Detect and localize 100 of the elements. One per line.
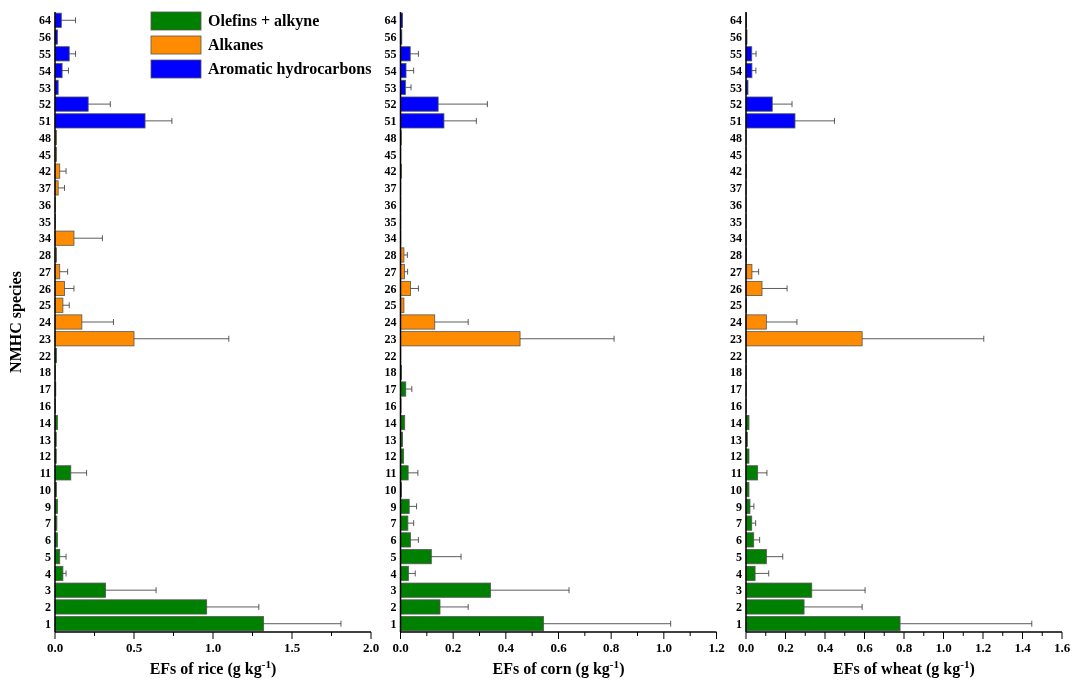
x-tick-label: 1.2	[708, 640, 725, 655]
y-tick-label: 11	[39, 466, 51, 481]
y-tick-label: 16	[730, 399, 742, 414]
x-axis-title: EFs of rice (g kg$^{-1}$)	[149, 658, 277, 678]
y-axis-title: NMHC species	[7, 271, 25, 373]
y-tick-label: 45	[384, 147, 397, 162]
x-tick-label: 0.8	[603, 640, 620, 655]
y-tick-label: 7	[45, 516, 51, 531]
y-tick-label: 1	[45, 616, 51, 631]
y-tick-label: 27	[39, 264, 51, 279]
y-tick-label: 14	[39, 415, 51, 430]
y-tick-label: 26	[39, 281, 51, 296]
y-tick-label: 4	[736, 566, 742, 581]
y-tick-label: 64	[730, 13, 742, 28]
y-tick-label: 55	[39, 47, 51, 62]
y-tick-label: 22	[730, 348, 742, 363]
x-tick-label: 1.4	[1014, 640, 1032, 655]
x-tick-label: 1.0	[204, 640, 222, 655]
y-tick-label: 18	[39, 365, 51, 380]
y-tick-label: 45	[39, 147, 51, 162]
y-tick-label: 22	[39, 348, 51, 363]
y-tick-label: 12	[730, 449, 742, 464]
x-tick-label: 0.0	[46, 640, 64, 655]
x-tick-label: 1.0	[935, 640, 952, 655]
y-tick-label: 35	[39, 214, 51, 229]
y-tick-label: 56	[730, 30, 742, 45]
y-tick-label: 24	[39, 315, 51, 330]
y-tick-label: 25	[730, 298, 742, 313]
y-tick-label: 2	[736, 600, 742, 615]
x-axis-title: EFs of wheat (g kg$^{-1}$)	[833, 658, 975, 678]
x-tick-label: 1.5	[283, 640, 301, 655]
y-tick-label: 23	[730, 331, 742, 346]
y-tick-label: 14	[730, 415, 742, 430]
y-tick-label: 26	[384, 281, 397, 296]
y-tick-label: 13	[39, 432, 51, 447]
y-tick-label: 36	[39, 197, 51, 212]
y-tick-label: 23	[384, 331, 397, 346]
y-tick-label: 5	[390, 549, 397, 564]
y-tick-label: 16	[384, 399, 397, 414]
y-tick-label: 48	[384, 130, 397, 145]
y-tick-label: 3	[45, 583, 51, 598]
y-tick-label: 27	[730, 264, 742, 279]
y-tick-label: 11	[385, 466, 397, 481]
y-tick-label: 56	[39, 30, 51, 45]
y-tick-label: 2	[390, 600, 397, 615]
x-tick-label: 0.6	[856, 640, 874, 655]
y-tick-label: 45	[730, 147, 742, 162]
y-tick-label: 7	[736, 516, 742, 531]
y-tick-label: 4	[45, 566, 51, 581]
y-tick-label: 36	[730, 197, 742, 212]
y-tick-label: 53	[39, 80, 51, 95]
y-tick-label: 18	[730, 365, 742, 380]
y-tick-label: 64	[39, 13, 51, 28]
x-tick-label: 2.0	[362, 640, 380, 655]
y-tick-label: 53	[730, 80, 742, 95]
y-tick-label: 1	[736, 616, 742, 631]
y-tick-label: 52	[39, 97, 51, 112]
y-tick-label: 6	[390, 533, 397, 548]
y-tick-label: 6	[736, 533, 742, 548]
y-tick-label: 55	[730, 47, 742, 62]
y-tick-label: 54	[384, 63, 397, 78]
y-tick-label: 42	[39, 164, 51, 179]
x-tick-label: 0.5	[125, 640, 143, 655]
y-tick-label: 9	[736, 499, 742, 514]
y-tick-label: 54	[39, 63, 51, 78]
y-tick-label: 16	[39, 399, 51, 414]
y-tick-label: 51	[384, 114, 397, 129]
x-tick-label: 0.0	[737, 640, 755, 655]
y-tick-label: 17	[384, 382, 397, 397]
y-tick-label: 24	[730, 315, 742, 330]
y-tick-label: 51	[39, 114, 51, 129]
y-tick-label: 12	[39, 449, 51, 464]
y-tick-label: 17	[730, 382, 742, 397]
y-tick-label: 48	[39, 130, 51, 145]
x-tick-label: 0.8	[895, 640, 913, 655]
y-tick-label: 53	[384, 80, 397, 95]
y-tick-label: 36	[384, 197, 397, 212]
x-tick-label: 0.2	[777, 640, 794, 655]
y-tick-label: 5	[736, 549, 742, 564]
y-tick-label: 11	[730, 466, 742, 481]
y-tick-label: 28	[730, 248, 742, 263]
y-tick-label: 23	[39, 331, 51, 346]
y-tick-label: 10	[384, 482, 397, 497]
y-tick-label: 28	[384, 248, 397, 263]
y-tick-label: 37	[730, 181, 742, 196]
y-tick-label: 34	[384, 231, 397, 246]
x-tick-label: 0.6	[550, 640, 568, 655]
y-tick-label: 1	[390, 616, 397, 631]
y-tick-label: 34	[39, 231, 51, 246]
y-tick-label: 54	[730, 63, 742, 78]
y-tick-label: 13	[384, 432, 397, 447]
x-tick-label: 0.4	[497, 640, 515, 655]
y-tick-label: 4	[390, 566, 397, 581]
x-tick-label: 0.2	[445, 640, 462, 655]
y-tick-label: 18	[384, 365, 397, 380]
y-tick-label: 24	[384, 315, 397, 330]
y-tick-label: 9	[45, 499, 51, 514]
y-tick-label: 25	[384, 298, 397, 313]
y-tick-label: 42	[730, 164, 742, 179]
x-tick-label: 1.2	[974, 640, 992, 655]
